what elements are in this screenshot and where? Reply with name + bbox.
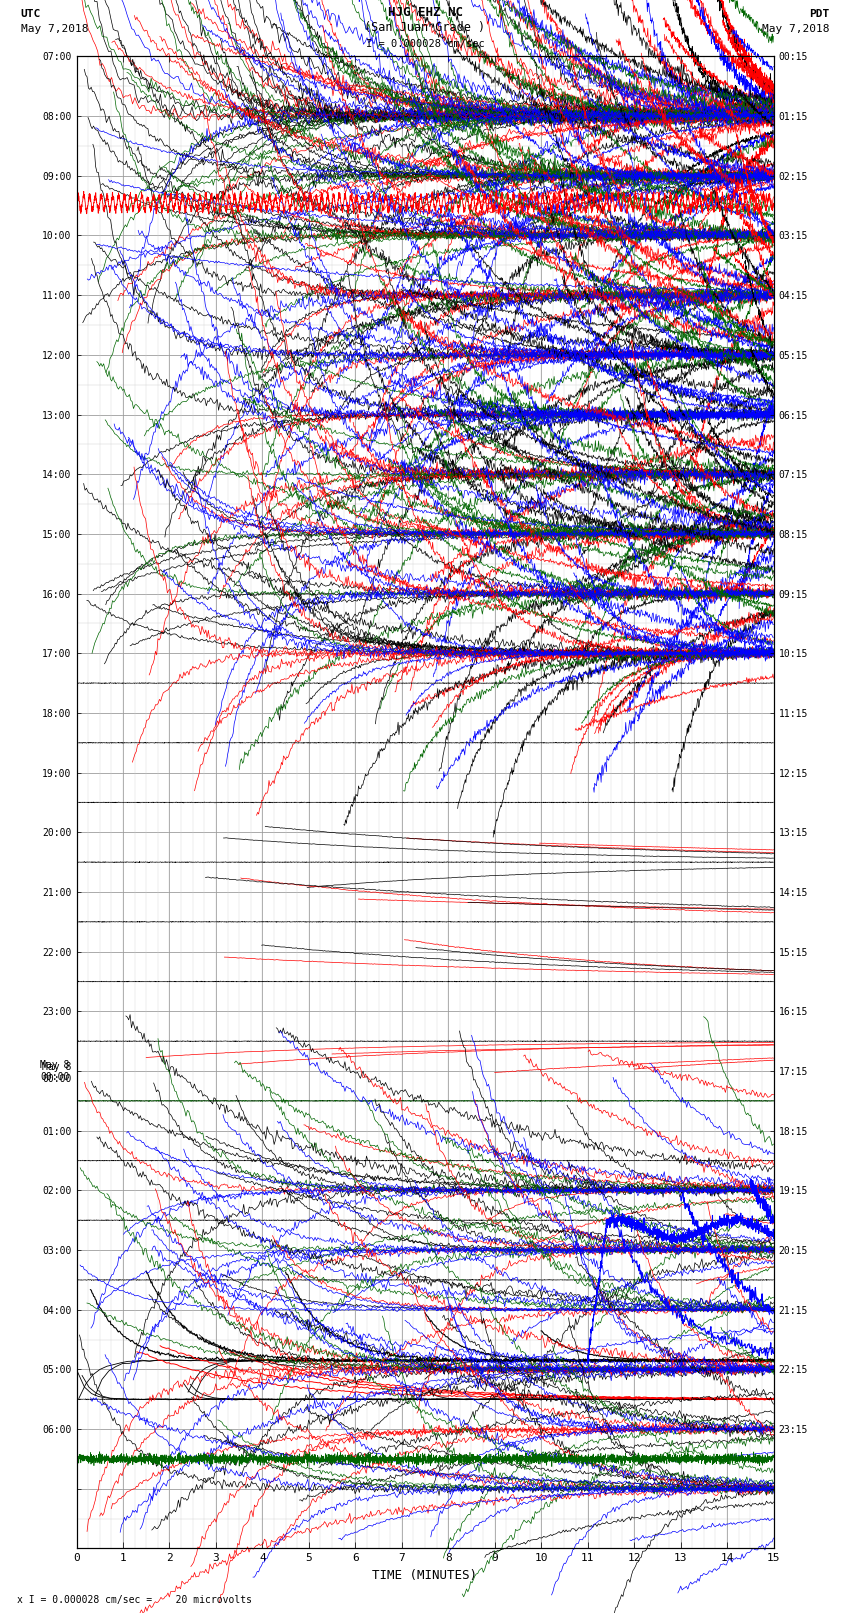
Text: x I = 0.000028 cm/sec =    20 microvolts: x I = 0.000028 cm/sec = 20 microvolts (17, 1595, 252, 1605)
X-axis label: TIME (MINUTES): TIME (MINUTES) (372, 1569, 478, 1582)
Text: May 7,2018: May 7,2018 (20, 24, 88, 34)
Text: I = 0.000028 cm/sec: I = 0.000028 cm/sec (366, 39, 484, 48)
Text: UTC: UTC (20, 10, 41, 19)
Text: May 7,2018: May 7,2018 (762, 24, 830, 34)
Text: PDT: PDT (809, 10, 830, 19)
Text: (San Juan Grade ): (San Juan Grade ) (365, 21, 485, 34)
Text: HJG EHZ NC: HJG EHZ NC (388, 6, 462, 19)
Text: May 8
00:00: May 8 00:00 (40, 1060, 70, 1082)
